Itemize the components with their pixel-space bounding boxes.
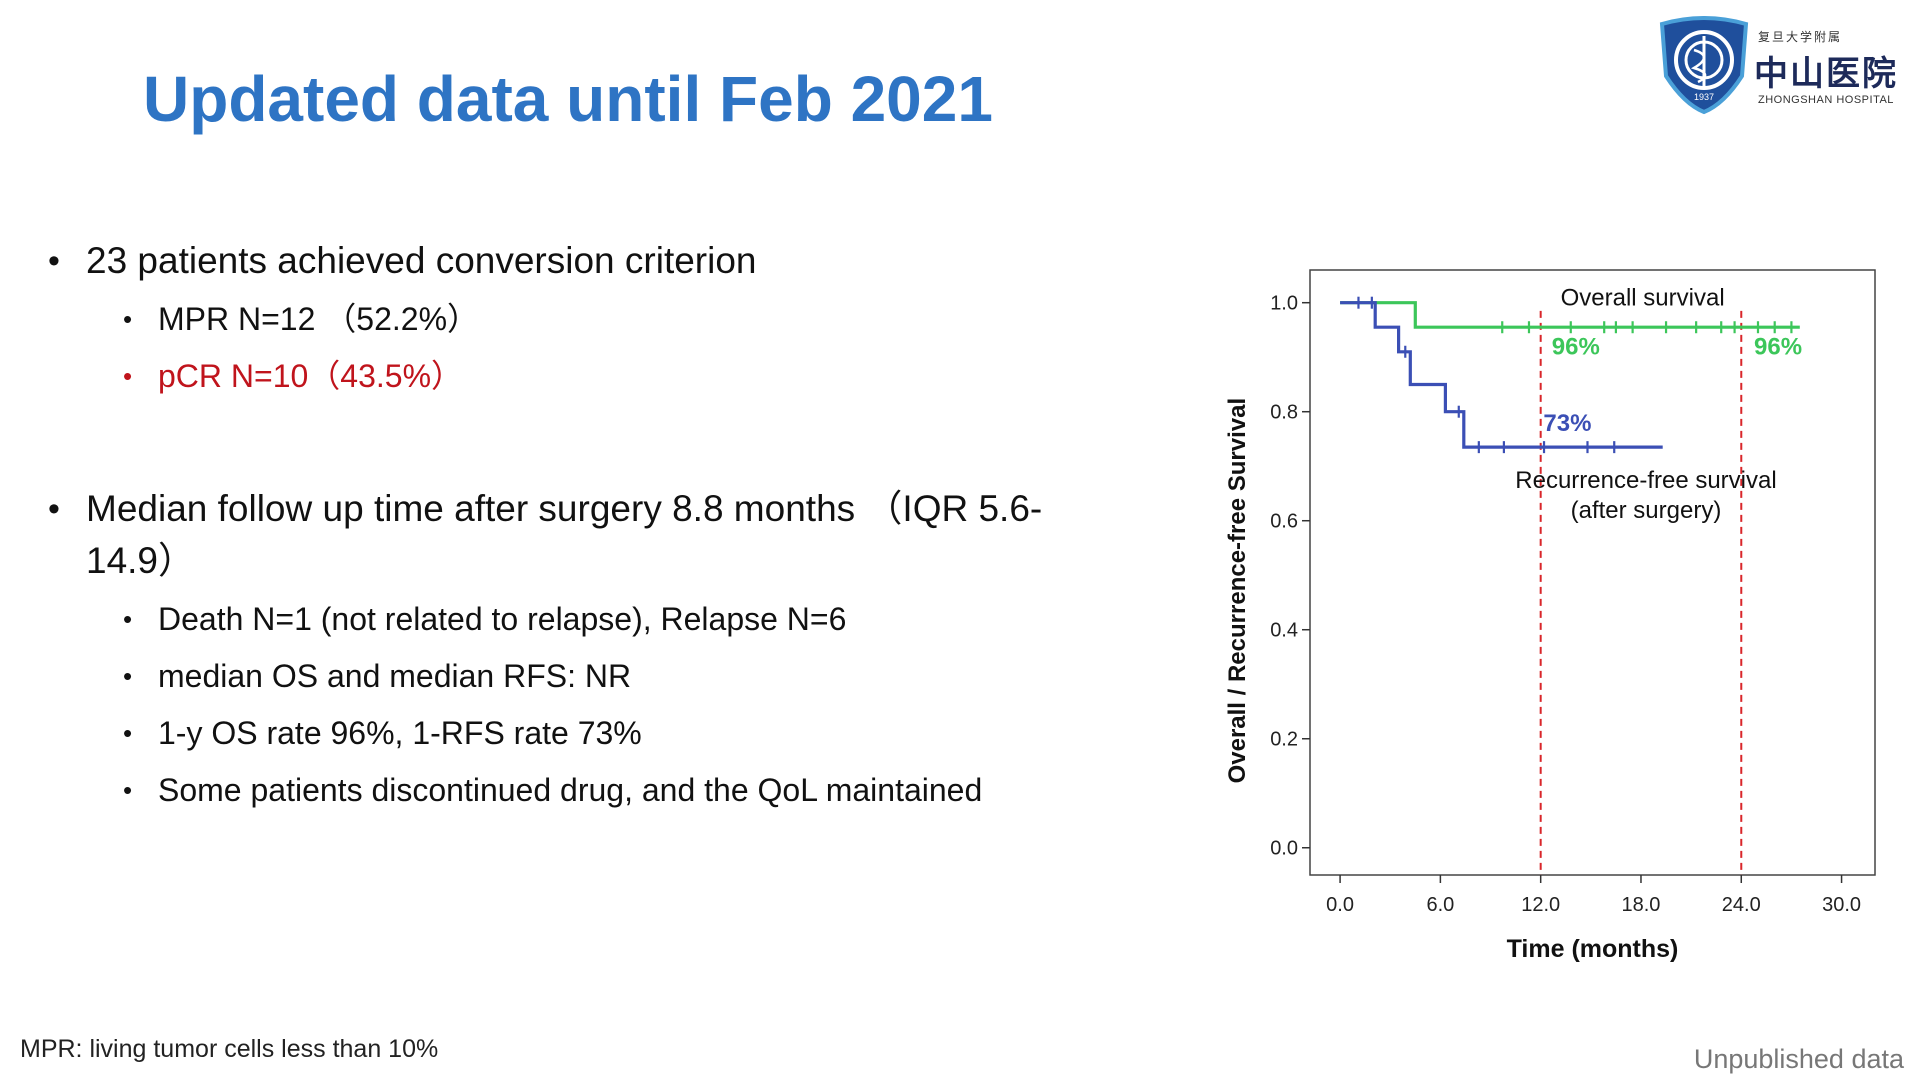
y-tick-label: 0.0 — [1270, 838, 1298, 860]
x-tick-label: 18.0 — [1622, 894, 1661, 916]
bullet-conversion: 23 patients achieved conversion criterio… — [48, 235, 1128, 287]
hospital-shield-icon: 1937 — [1659, 16, 1749, 115]
sub-bullet-rates: 1-y OS rate 96%, 1-RFS rate 73% — [48, 705, 1128, 762]
bullet-list: 23 patients achieved conversion criterio… — [48, 235, 1128, 819]
x-tick-label: 24.0 — [1722, 894, 1761, 916]
chart-annotation: Recurrence-free survival — [1515, 467, 1776, 494]
logo-line2: 中山医院 — [1754, 54, 1898, 94]
y-tick-label: 0.4 — [1270, 620, 1298, 642]
x-axis-label: Time (months) — [1507, 935, 1679, 963]
plot-frame — [1309, 269, 1876, 876]
km-survival-chart: 0.0 0.2 0.4 0.6 0.8 1.0 0.0 6.0 12.0 18.0 24.0 30.0… — [1224, 269, 1876, 963]
sub-bullet-qol: Some patients discontinued drug, and the… — [48, 762, 1128, 819]
series-line-1 — [1340, 301, 1663, 449]
hospital-logo: 1937 复旦大学附属 中山医院 ZHONGSHAN HOSPITAL — [1654, 16, 1910, 116]
chart-annotation: (after surgery) — [1571, 497, 1722, 524]
logo-badge-year: 1937 — [1694, 92, 1714, 102]
bullet-follow-up: Median follow up time after surgery 8.8 … — [48, 483, 1128, 587]
y-axis-label: Overall / Recurrence-free Survival — [1224, 398, 1251, 784]
chart-annotation: 96% — [1754, 333, 1802, 360]
footnote: MPR: living tumor cells less than 10% — [20, 1035, 439, 1063]
x-tick-label: 0.0 — [1326, 894, 1354, 916]
page-title: Updated data until Feb 2021 — [143, 63, 993, 135]
logo-line1: 复旦大学附属 — [1758, 30, 1843, 44]
sub-bullet-median: median OS and median RFS: NR — [48, 648, 1128, 705]
x-tick-label: 30.0 — [1822, 894, 1861, 916]
unpublished-label: Unpublished data — [1693, 1044, 1904, 1074]
chart-annotation: 73% — [1543, 410, 1591, 437]
y-tick-label: 0.8 — [1270, 402, 1298, 424]
sub-bullet-pcr: pCR N=10（43.5%） — [48, 348, 1128, 405]
sub-bullet-mpr: MPR N=12 （52.2%） — [48, 291, 1128, 348]
logo-line3: ZHONGSHAN HOSPITAL — [1758, 94, 1894, 106]
series-line-0 — [1340, 301, 1800, 329]
sub-bullet-death: Death N=1 (not related to relapse), Rela… — [48, 591, 1128, 648]
chart-annotation: 96% — [1552, 333, 1600, 360]
x-tick-label: 6.0 — [1426, 894, 1454, 916]
y-tick-label: 0.2 — [1270, 729, 1298, 751]
x-tick-label: 12.0 — [1521, 894, 1560, 916]
chart-annotation: Overall survival — [1561, 284, 1725, 311]
y-tick-label: 0.6 — [1270, 511, 1298, 533]
y-tick-label: 1.0 — [1270, 293, 1298, 315]
